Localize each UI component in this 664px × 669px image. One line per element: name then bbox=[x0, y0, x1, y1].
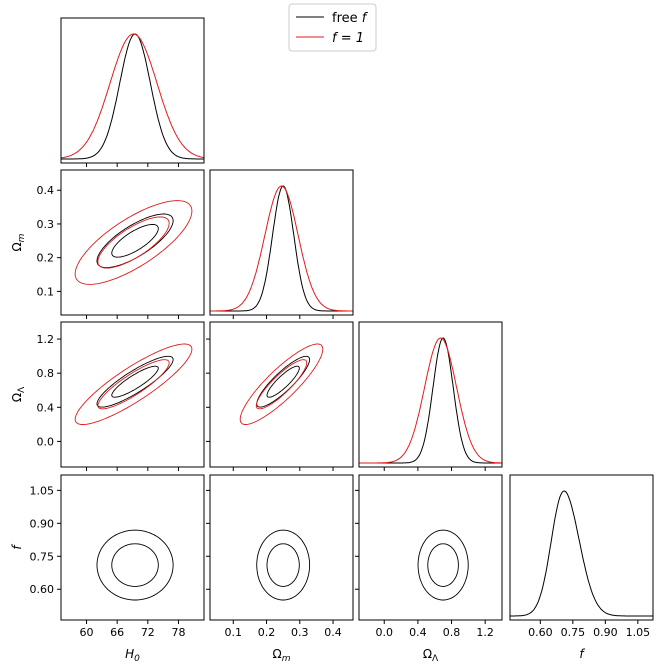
marginal-Om-free-f bbox=[210, 185, 353, 312]
contour-95pct-free-f bbox=[417, 529, 469, 601]
x-axis-label-f: f bbox=[579, 647, 585, 661]
y-axis-label-f: f bbox=[10, 544, 24, 550]
x-tick-label: 0.4 bbox=[409, 626, 427, 639]
x-tick-label: 0.4 bbox=[324, 626, 342, 639]
y-tick-label: 0.2 bbox=[37, 252, 55, 265]
contour-68pct-f-equals-1 bbox=[255, 359, 308, 410]
panel-Om-vs-H0: 0.1 0.2 0.3 0.4 bbox=[37, 169, 205, 319]
panel-H0-vs-H0 bbox=[60, 17, 205, 167]
legend: free f f = 1 bbox=[288, 3, 377, 52]
x-tick-label: 0.1 bbox=[225, 626, 243, 639]
y-tick-label: 0.4 bbox=[37, 401, 55, 414]
x-tick-label: 0.3 bbox=[291, 626, 309, 639]
marginal-H0-free-f bbox=[61, 33, 204, 160]
y-tick-label: 0.3 bbox=[37, 218, 55, 231]
x-tick-label: 0.90 bbox=[593, 626, 618, 639]
y-tick-label: 0.4 bbox=[37, 184, 55, 197]
contour-68pct-f-equals-1 bbox=[97, 216, 170, 269]
y-tick-label: 0.75 bbox=[30, 550, 55, 563]
panel-frame bbox=[60, 321, 205, 468]
panel-Om-vs-Om bbox=[209, 169, 354, 319]
panel-frame bbox=[209, 321, 354, 468]
marginal-f-free-f bbox=[510, 490, 653, 617]
panel-f-vs-f: 0.60 0.75 0.90 1.05 bbox=[509, 474, 654, 639]
contour-95pct-f-equals-1 bbox=[74, 200, 193, 285]
panel-OL-vs-H0: 0.0 0.4 0.8 1.2 bbox=[37, 321, 205, 471]
panel-f-vs-Om: 0.1 0.2 0.3 0.4 bbox=[206, 474, 354, 639]
x-axis-label-Om: Ωm bbox=[273, 647, 291, 664]
x-tick-label: 0.60 bbox=[528, 626, 553, 639]
y-tick-label: 1.2 bbox=[37, 333, 55, 346]
panel-frame bbox=[60, 474, 205, 621]
contour-95pct-free-f bbox=[256, 529, 311, 601]
x-axis-label-OL: ΩΛ bbox=[423, 647, 439, 664]
y-tick-label: 0.8 bbox=[37, 367, 55, 380]
x-tick-label: 1.05 bbox=[626, 626, 651, 639]
panel-f-vs-H0: 60 66 72 78 0.60 0.75 0.90 1.05 bbox=[30, 474, 205, 639]
panel-OL-vs-Om bbox=[206, 321, 354, 471]
x-tick-label: 60 bbox=[80, 626, 94, 639]
contour-68pct-free-f bbox=[111, 543, 159, 587]
contour-95pct-free-f bbox=[96, 213, 174, 269]
marginal-OL-f-equals-1 bbox=[359, 337, 502, 464]
x-tick-label: 66 bbox=[110, 626, 124, 639]
x-tick-label: 0.75 bbox=[561, 626, 586, 639]
y-tick-label: 0.0 bbox=[37, 435, 55, 448]
contour-68pct-f-equals-1 bbox=[97, 359, 170, 410]
contour-68pct-free-f bbox=[111, 223, 159, 258]
contour-95pct-free-f bbox=[96, 529, 174, 601]
panel-frame bbox=[358, 321, 503, 468]
panel-OL-vs-OL bbox=[358, 321, 503, 471]
panel-frame bbox=[209, 474, 354, 621]
x-axis-label-H0: H0 bbox=[125, 647, 140, 664]
contour-95pct-f-equals-1 bbox=[239, 343, 324, 425]
legend-free-f-label: free f bbox=[332, 11, 369, 26]
x-tick-label: 72 bbox=[141, 626, 155, 639]
marginal-OL-free-f bbox=[359, 337, 502, 464]
x-tick-label: 0.2 bbox=[258, 626, 276, 639]
contour-95pct-f-equals-1 bbox=[74, 343, 193, 425]
y-axis-label-Om: Ωm bbox=[10, 233, 27, 251]
y-tick-label: 0.60 bbox=[30, 583, 55, 596]
panel-frame bbox=[358, 474, 503, 621]
y-tick-label: 1.05 bbox=[30, 484, 55, 497]
x-tick-label: 1.2 bbox=[476, 626, 494, 639]
y-tick-label: 0.90 bbox=[30, 517, 55, 530]
marginal-H0-f-equals-1 bbox=[61, 33, 204, 159]
panel-frame bbox=[209, 169, 354, 316]
x-tick-label: 0.8 bbox=[443, 626, 461, 639]
panel-frame bbox=[60, 17, 205, 164]
panel-frame bbox=[60, 169, 205, 316]
legend-f-equals-1-label: f = 1 bbox=[332, 31, 364, 46]
marginal-Om-f-equals-1 bbox=[210, 185, 353, 312]
legend-frame bbox=[288, 3, 377, 52]
y-axis-label-OL: ΩΛ bbox=[10, 386, 27, 402]
contour-68pct-free-f bbox=[427, 543, 459, 587]
x-tick-label: 78 bbox=[171, 626, 185, 639]
x-tick-label: 0.0 bbox=[375, 626, 393, 639]
panel-frame bbox=[509, 474, 654, 621]
contour-68pct-free-f bbox=[266, 543, 300, 587]
contour-95pct-free-f bbox=[256, 355, 311, 408]
panel-f-vs-OL: 0.0 0.4 0.8 1.2 bbox=[355, 474, 503, 639]
contour-68pct-free-f bbox=[111, 365, 159, 398]
contour-68pct-free-f bbox=[266, 365, 300, 398]
y-tick-label: 0.1 bbox=[37, 285, 55, 298]
